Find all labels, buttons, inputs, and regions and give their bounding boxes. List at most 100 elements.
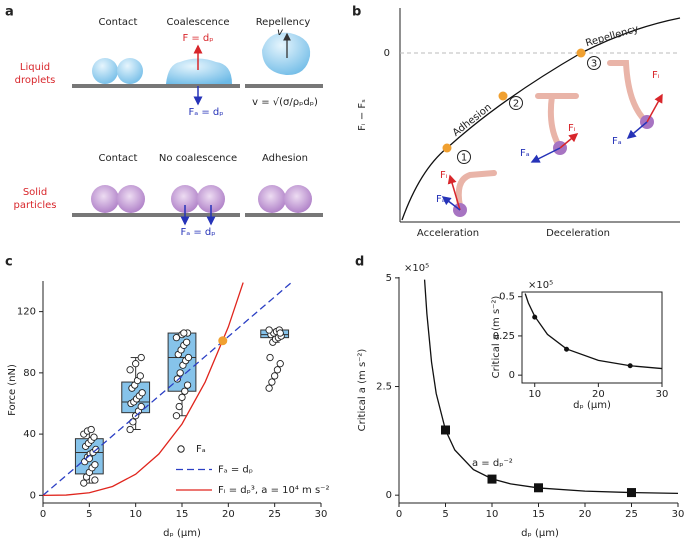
legend-swatch: [177, 445, 185, 453]
panel-label: d: [355, 255, 364, 270]
point: [136, 372, 144, 380]
particle: [284, 185, 312, 213]
panel-label: b: [352, 5, 361, 20]
x-axis-label: dₚ (μm): [573, 400, 611, 411]
surface: [72, 84, 156, 88]
point: [172, 412, 181, 420]
force-label: Fₐ: [612, 136, 622, 147]
point: [564, 346, 570, 352]
point: [184, 353, 193, 362]
annotation: a = dₚ⁻²: [472, 458, 513, 469]
step-circle: [509, 96, 523, 110]
point: [627, 488, 636, 498]
arrow: [530, 147, 561, 163]
force-label: Fᵢ: [568, 123, 576, 134]
y-tick-label: 120: [17, 307, 36, 318]
y-axis-label: Critical a (m s⁻²): [491, 296, 502, 379]
point: [172, 333, 181, 342]
x-tick-label: 0: [396, 509, 402, 520]
point: [178, 393, 186, 402]
y-axis-label: Force (nN): [7, 364, 18, 416]
x-tick-label: 10: [486, 509, 499, 520]
x-tick-label: 5: [86, 509, 92, 520]
step: 2: [513, 99, 519, 110]
force-label: Fₐ = dₚ: [180, 227, 215, 238]
point: [532, 314, 538, 320]
x-tick-label: 15: [176, 509, 189, 520]
point: [273, 366, 282, 374]
arm: [455, 170, 497, 209]
x-tick-label: 30: [656, 389, 669, 400]
x-tick-label: 15: [532, 509, 545, 520]
y-tick-label: 0: [30, 490, 36, 501]
arrow: [447, 174, 461, 211]
axis-label: Acceleration: [417, 228, 479, 239]
point: [268, 378, 276, 386]
y-tick-label: 80: [23, 368, 36, 379]
droplet: [117, 58, 143, 84]
point: [265, 326, 273, 334]
point: [176, 369, 184, 377]
row-label: droplets: [15, 75, 56, 86]
surface: [72, 213, 156, 217]
point: [441, 425, 450, 435]
y-tick-label: 0.5: [499, 292, 515, 303]
point: [266, 353, 274, 362]
panel-label: a: [5, 5, 14, 20]
arrow: [441, 196, 461, 211]
row-label: Solid: [23, 187, 47, 198]
regime-label: Adhesion: [451, 102, 494, 139]
header: No coalescence: [159, 153, 237, 164]
point: [90, 433, 98, 441]
force-label: Fₐ = dₚ: [188, 107, 223, 118]
point: [91, 476, 99, 484]
x-tick-label: 0: [40, 509, 46, 520]
y-tick-label: 0: [509, 370, 515, 381]
line: [524, 293, 663, 370]
point: [175, 402, 183, 411]
point: [87, 425, 95, 434]
header: Contact: [99, 17, 138, 28]
droplet: [166, 58, 232, 84]
x-tick-label: 10: [528, 389, 541, 400]
step: 1: [461, 153, 467, 164]
force-label: Fᵢ: [652, 70, 660, 81]
x-tick-label: 10: [129, 509, 142, 520]
panel-b: b 0 Fᵢ − Fₛ Acceleration Deceleration Ad…: [352, 5, 681, 239]
tick-label: 0: [384, 48, 390, 59]
header: Coalescence: [166, 17, 229, 28]
point: [138, 389, 146, 397]
header: Contact: [99, 153, 138, 164]
x-tick-label: 30: [315, 509, 328, 520]
regime-label: Repellency: [584, 24, 640, 50]
point: [137, 402, 145, 411]
row-label: particles: [14, 200, 57, 211]
particle: [171, 185, 199, 213]
point: [182, 338, 191, 346]
particle: [117, 185, 145, 213]
y-tick-label: 0.25: [493, 331, 515, 342]
arrow: [626, 121, 648, 139]
force-label: Fᵢ: [440, 170, 448, 181]
header: Repellency: [256, 17, 311, 28]
point: [132, 360, 140, 368]
surface: [245, 213, 323, 217]
row-label: Liquid: [20, 62, 50, 73]
intersection: [218, 336, 228, 346]
point: [271, 372, 279, 380]
force-label: Fₐ: [520, 148, 530, 159]
force-label: Fₐ: [436, 194, 446, 205]
droplet: [262, 32, 311, 76]
point: [442, 143, 452, 153]
y-tick-label: 0: [386, 490, 392, 501]
point: [181, 387, 189, 395]
legend-label: Fₐ: [196, 444, 206, 455]
step: 3: [591, 59, 597, 70]
point: [80, 479, 88, 487]
x-tick-label: 5: [442, 509, 448, 520]
particle: [197, 185, 225, 213]
x-tick-label: 20: [592, 389, 605, 400]
point: [627, 363, 633, 369]
multiplier: ×10⁵: [528, 280, 553, 291]
y-axis-label: Critical a (m s⁻²): [357, 349, 368, 432]
